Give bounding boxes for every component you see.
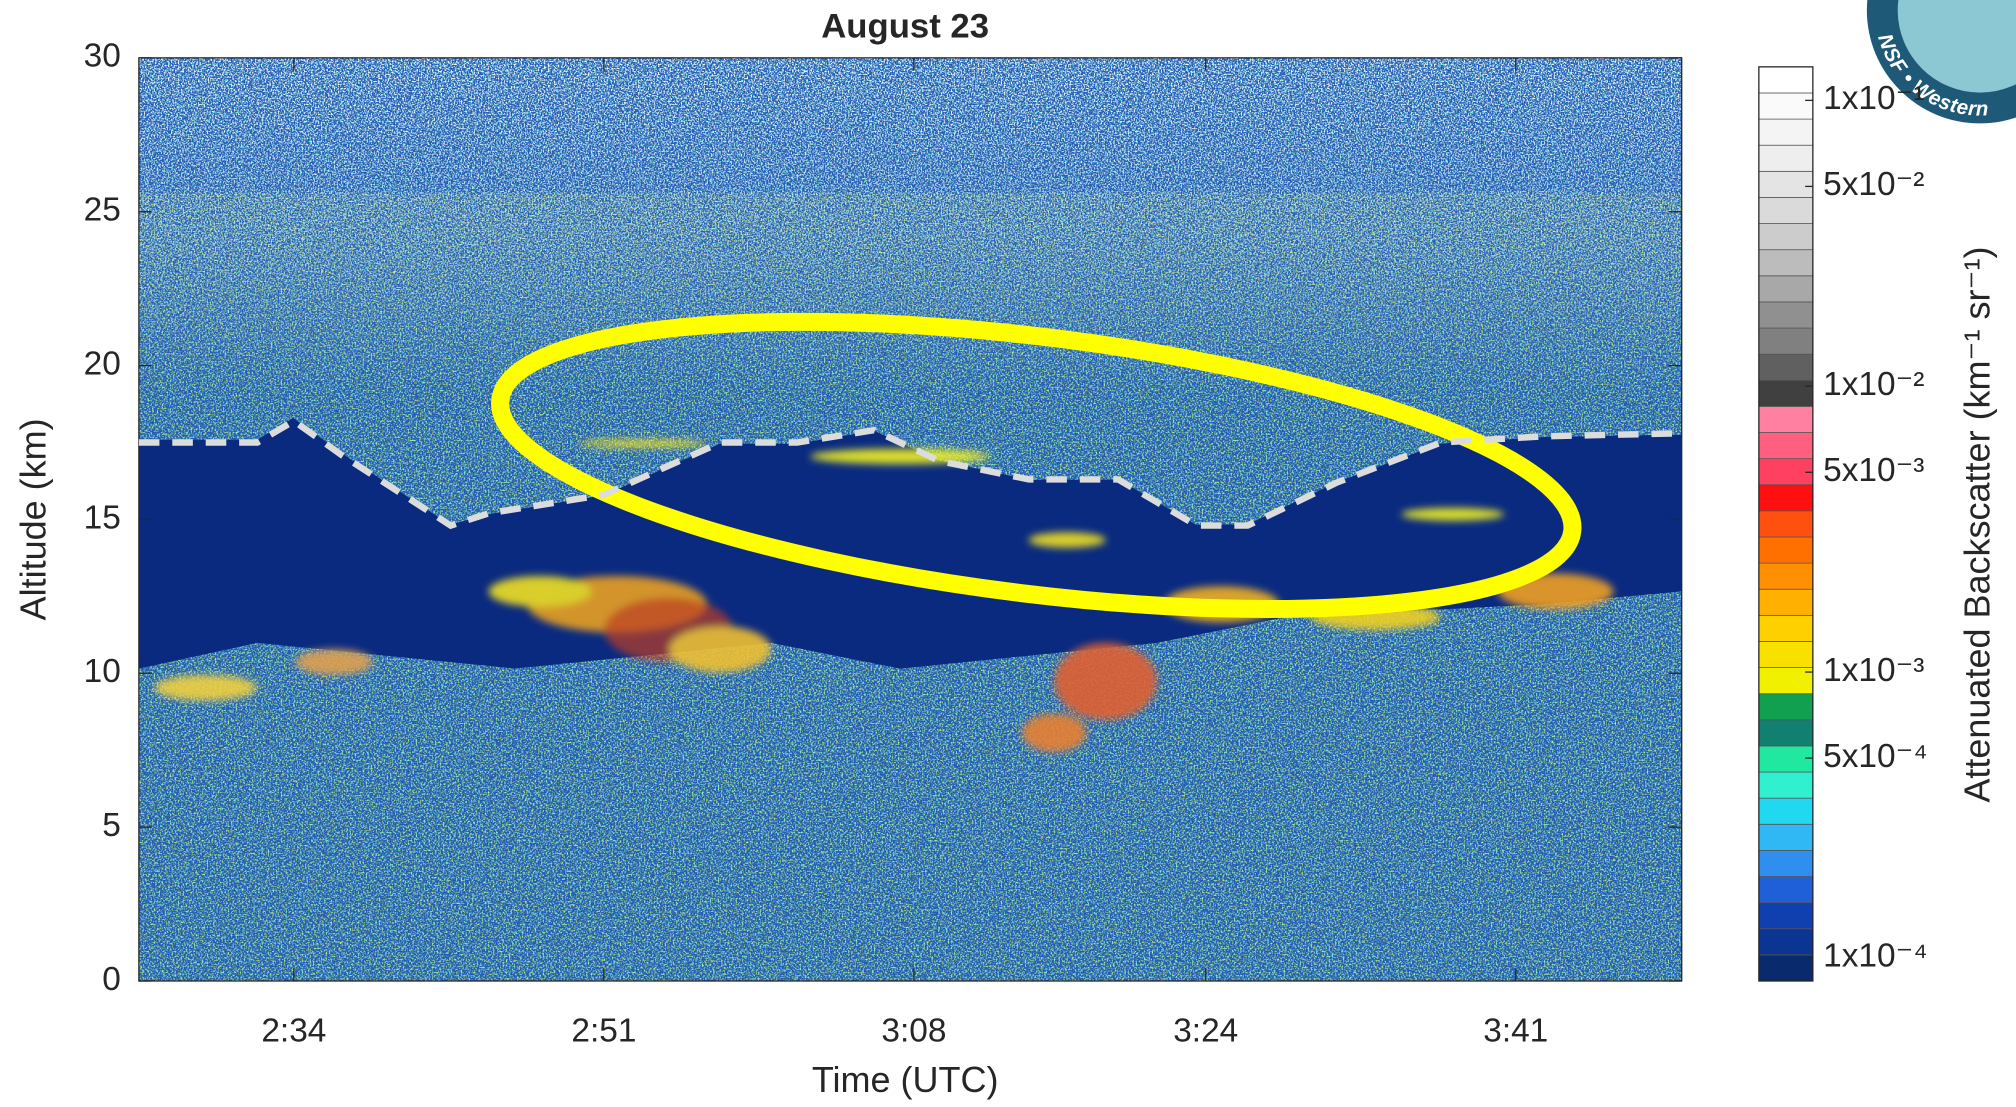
colorbar-swatch bbox=[1759, 537, 1813, 563]
colorbar-tick-label: 1x10⁻² bbox=[1823, 366, 1924, 403]
colorbar-label: Attenuated Backscatter (km⁻¹ sr⁻¹) bbox=[1957, 246, 1998, 802]
colorbar-swatch bbox=[1759, 276, 1813, 302]
colorbar-swatch bbox=[1759, 224, 1813, 250]
colorbar-swatch bbox=[1759, 720, 1813, 746]
y-tick-label: 10 bbox=[84, 653, 121, 690]
colorbar-swatch bbox=[1759, 615, 1813, 641]
x-tick-label: 3:41 bbox=[1483, 1012, 1548, 1049]
chart: August 23 Time (UTC) Altitude (km) Atten… bbox=[0, 0, 2016, 1107]
y-tick-label: 20 bbox=[84, 345, 121, 382]
y-tick-label: 0 bbox=[102, 961, 121, 998]
colorbar-tick-label: 1x10⁻⁴ bbox=[1823, 938, 1927, 975]
colorbar-swatch bbox=[1759, 955, 1813, 981]
x-tick-label: 3:08 bbox=[881, 1012, 946, 1049]
y-tick-label: 15 bbox=[84, 499, 121, 536]
colorbar-swatch bbox=[1759, 877, 1813, 903]
x-tick-label: 3:24 bbox=[1173, 1012, 1238, 1049]
colorbar-swatch bbox=[1759, 93, 1813, 119]
x-tick-label: 2:51 bbox=[571, 1012, 636, 1049]
y-tick-label: 25 bbox=[84, 192, 121, 229]
colorbar-swatch bbox=[1759, 380, 1813, 406]
backscatter-image bbox=[139, 58, 1682, 981]
colorbar-swatch bbox=[1759, 485, 1813, 511]
colorbar-tick-label: 5x10⁻² bbox=[1823, 166, 1924, 203]
colorbar-swatch bbox=[1759, 354, 1813, 380]
colorbar-swatch bbox=[1759, 694, 1813, 720]
x-axis-label: Time (UTC) bbox=[812, 1059, 999, 1100]
colorbar-swatch bbox=[1759, 641, 1813, 667]
colorbar-swatch bbox=[1759, 850, 1813, 876]
colorbar-swatch bbox=[1759, 250, 1813, 276]
y-axis-label: Altitude (km) bbox=[13, 418, 54, 620]
y-tick-label: 30 bbox=[84, 38, 121, 75]
colorbar-swatch bbox=[1759, 798, 1813, 824]
page: August 23 Time (UTC) Altitude (km) Atten… bbox=[0, 0, 2016, 1107]
colorbar-swatch bbox=[1759, 302, 1813, 328]
colorbar-swatch bbox=[1759, 929, 1813, 955]
colorbar-swatch bbox=[1759, 459, 1813, 485]
colorbar-swatch bbox=[1759, 197, 1813, 223]
colorbar-tick-label: 1x10⁻¹ bbox=[1823, 80, 1924, 117]
colorbar-swatch bbox=[1759, 903, 1813, 929]
colorbar-swatch bbox=[1759, 668, 1813, 694]
colorbar-swatch bbox=[1759, 746, 1813, 772]
colorbar-swatch bbox=[1759, 589, 1813, 615]
colorbar-swatch bbox=[1759, 328, 1813, 354]
colorbar-swatch bbox=[1759, 67, 1813, 93]
colorbar-tick-label: 5x10⁻³ bbox=[1823, 452, 1924, 489]
colorbar-tick-label: 1x10⁻³ bbox=[1823, 652, 1924, 689]
colorbar-swatch bbox=[1759, 406, 1813, 432]
y-tick-label: 5 bbox=[102, 807, 121, 844]
colorbar-swatch bbox=[1759, 563, 1813, 589]
colorbar-swatch bbox=[1759, 433, 1813, 459]
colorbar-swatch bbox=[1759, 171, 1813, 197]
colorbar-swatch bbox=[1759, 772, 1813, 798]
colorbar-swatch bbox=[1759, 511, 1813, 537]
x-tick-label: 2:34 bbox=[261, 1012, 326, 1049]
colorbar-swatch bbox=[1759, 824, 1813, 850]
chart-title: August 23 bbox=[821, 7, 989, 45]
colorbar-swatch bbox=[1759, 145, 1813, 171]
colorbar-swatch bbox=[1759, 119, 1813, 145]
colorbar-tick-label: 5x10⁻⁴ bbox=[1823, 738, 1927, 775]
